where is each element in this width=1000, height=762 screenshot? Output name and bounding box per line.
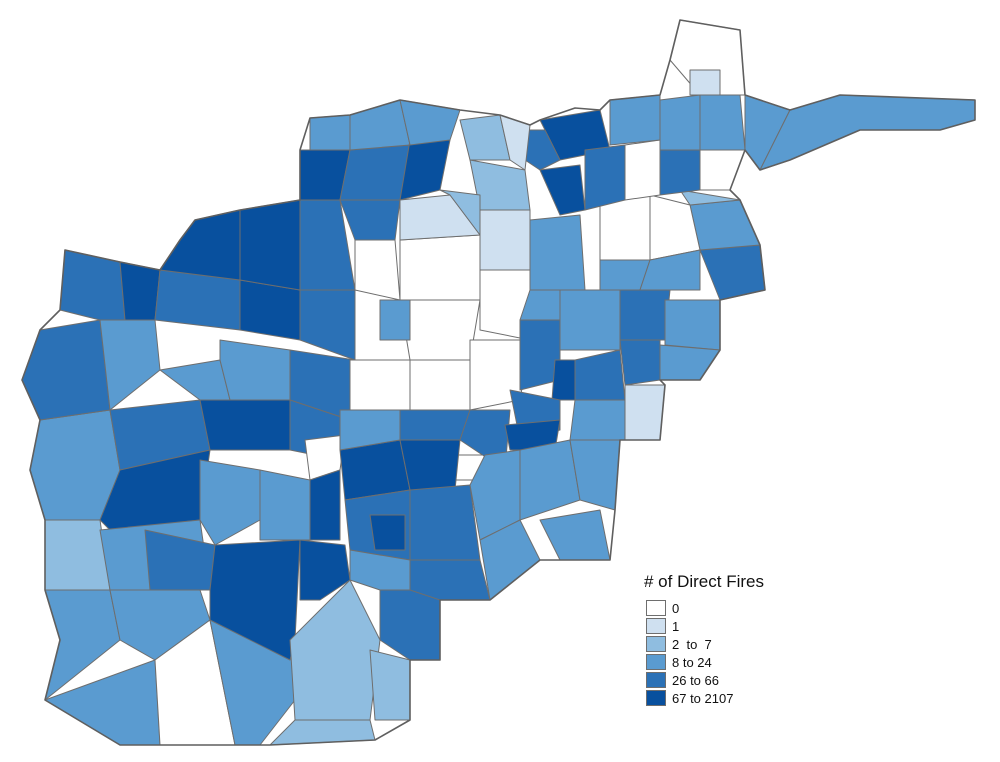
- district: [159, 359, 231, 401]
- district: [349, 99, 411, 151]
- district: [689, 69, 721, 96]
- legend-swatch: [646, 636, 666, 652]
- district: [159, 209, 241, 281]
- legend-item-0: 0: [644, 599, 844, 617]
- district: [369, 649, 411, 721]
- country-outline: [21, 19, 976, 746]
- district: [309, 469, 341, 541]
- district: [624, 139, 661, 201]
- district: [409, 484, 481, 561]
- district: [399, 409, 471, 441]
- legend-item-1: 1: [644, 617, 844, 635]
- district: [399, 99, 461, 146]
- district: [409, 559, 491, 601]
- district: [299, 289, 356, 361]
- district: [559, 289, 621, 351]
- legend-label: 26 to 66: [672, 672, 719, 688]
- legend-item-2: 2 to 7: [644, 635, 844, 653]
- district: [699, 94, 746, 151]
- legend-item-4: 26 to 66: [644, 671, 844, 689]
- legend-label: 67 to 2107: [672, 690, 734, 706]
- legend-swatch: [646, 600, 666, 616]
- district: [349, 359, 411, 411]
- district: [679, 189, 741, 206]
- district: [529, 214, 586, 291]
- district: [619, 289, 671, 341]
- district: [609, 94, 661, 146]
- legend-title: # of Direct Fires: [644, 572, 764, 591]
- legend-swatch: [646, 618, 666, 634]
- district: [309, 114, 351, 151]
- district: [584, 144, 626, 211]
- legend-label: 2 to 7: [672, 636, 712, 652]
- district: [119, 261, 161, 321]
- district: [199, 459, 261, 546]
- district: [519, 439, 581, 521]
- legend-swatch: [646, 690, 666, 706]
- district: [539, 509, 611, 561]
- district: [379, 299, 411, 341]
- district: [239, 199, 301, 291]
- district: [259, 469, 311, 541]
- district: [619, 339, 661, 386]
- district: [399, 299, 481, 361]
- district: [399, 234, 481, 301]
- district: [659, 94, 701, 151]
- district: [574, 349, 626, 401]
- district: [339, 144, 411, 201]
- district: [339, 199, 401, 241]
- district: [664, 299, 721, 351]
- district: [569, 399, 631, 441]
- district: [369, 514, 406, 551]
- legend-label: 8 to 24: [672, 654, 712, 670]
- district: [624, 384, 666, 441]
- district: [469, 159, 531, 211]
- legend-label: 0: [672, 600, 680, 616]
- district: [219, 339, 291, 401]
- district: [689, 199, 761, 251]
- district: [519, 289, 561, 321]
- legend-item-5: 67 to 2107: [644, 689, 844, 707]
- district: [199, 399, 291, 451]
- district: [349, 549, 411, 591]
- legend-item-3: 8 to 24: [644, 653, 844, 671]
- district: [379, 589, 441, 661]
- district: [99, 319, 161, 411]
- district: [144, 529, 216, 591]
- district: [21, 319, 111, 421]
- district: [639, 249, 701, 291]
- district: [439, 189, 481, 236]
- legend-label: 1: [672, 618, 680, 634]
- district: [479, 209, 531, 271]
- district: [299, 539, 351, 601]
- district-layer: [21, 19, 976, 746]
- district: [399, 439, 461, 491]
- district: [154, 269, 241, 331]
- map-legend: # of Direct Fires 0 1 2 to 7 8 to 24 26 …: [644, 572, 844, 707]
- district: [539, 164, 586, 216]
- legend-swatch: [646, 672, 666, 688]
- district: [409, 359, 471, 411]
- district: [289, 579, 381, 721]
- district: [659, 149, 701, 196]
- district: [339, 439, 411, 501]
- district: [354, 239, 401, 301]
- legend-swatch: [646, 654, 666, 670]
